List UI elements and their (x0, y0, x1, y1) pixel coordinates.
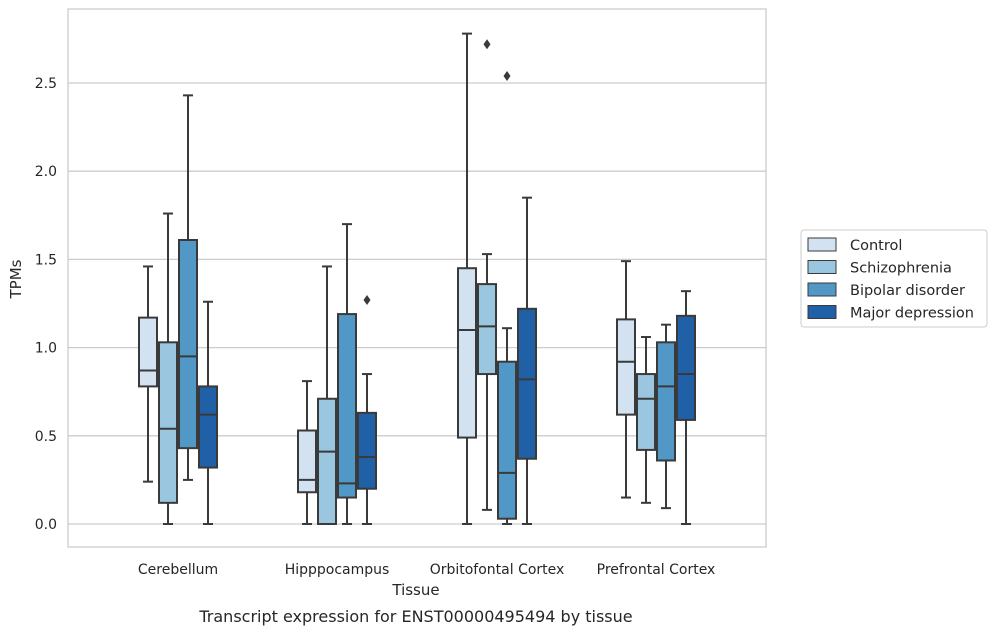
legend-label: Bipolar disorder (850, 283, 965, 299)
legend-frame (800, 229, 988, 328)
box-body (676, 314, 696, 421)
y-tick-label: 2.5 (35, 76, 57, 92)
box (178, 94, 198, 481)
y-tick-label: 0.5 (35, 429, 57, 445)
box (616, 260, 636, 499)
legend-swatch (807, 305, 837, 319)
box (357, 294, 377, 525)
box-body (477, 283, 497, 376)
box-body (656, 341, 676, 462)
outlier-point (483, 39, 491, 50)
box (457, 32, 477, 525)
box (517, 196, 537, 525)
box-body (337, 313, 357, 499)
box (337, 223, 357, 525)
legend-label: Schizophrenia (850, 261, 952, 277)
x-tick-label: Orbitofontal Cortex (430, 562, 565, 578)
box-body (636, 373, 656, 451)
box-body (317, 397, 337, 526)
box-body (616, 318, 636, 416)
legend: Control Schizophrenia Bipolar disorder Majo… (800, 229, 988, 328)
legend-swatch (807, 260, 837, 274)
box (158, 212, 178, 525)
box (477, 39, 497, 511)
legend-item: Schizophrenia (807, 260, 952, 277)
figure-caption: Transcript expression for ENST0000049549… (198, 607, 632, 626)
box (138, 265, 158, 483)
box-body (517, 307, 537, 460)
box-body (357, 411, 377, 490)
outlier-point (363, 294, 371, 305)
box-body (297, 429, 317, 494)
box-body (198, 385, 218, 469)
box-plot-area (138, 32, 696, 526)
legend-item: Major depression (807, 305, 974, 322)
legend-item: Control (807, 237, 902, 254)
box-body (178, 238, 198, 450)
x-tick-label: Cerebellum (138, 562, 218, 578)
y-tick-label: 1.0 (35, 341, 57, 357)
box (497, 70, 517, 525)
x-tick-labels: Cerebellum Hipppocampus Orbitofontal Corte… (138, 562, 715, 578)
box-body (158, 341, 178, 504)
box-body (457, 267, 477, 439)
box-body (138, 316, 158, 388)
box (636, 336, 656, 504)
y-tick-labels: 0.0 0.5 1.0 1.5 2.0 2.5 (35, 76, 57, 533)
x-tick-label: Prefrontal Cortex (597, 562, 716, 578)
y-tick-label: 2.0 (35, 164, 57, 180)
x-axis-label: Tissue (391, 581, 439, 599)
outlier-point (503, 70, 511, 81)
box (656, 323, 676, 510)
box (317, 265, 337, 526)
box-body (497, 360, 517, 520)
box (676, 290, 696, 525)
y-tick-label: 0.0 (35, 517, 57, 533)
plot-frame (67, 8, 767, 548)
legend-label: Control (850, 238, 902, 254)
legend-label: Major depression (850, 306, 974, 322)
box (297, 380, 317, 525)
legend-swatch (807, 282, 837, 297)
x-tick-label: Hipppocampus (285, 562, 390, 578)
y-tick-label: 1.5 (35, 252, 57, 268)
legend-swatch (807, 237, 837, 252)
legend-item: Bipolar disorder (807, 282, 965, 299)
y-axis-label: TPMs (7, 259, 25, 299)
box (198, 300, 218, 525)
